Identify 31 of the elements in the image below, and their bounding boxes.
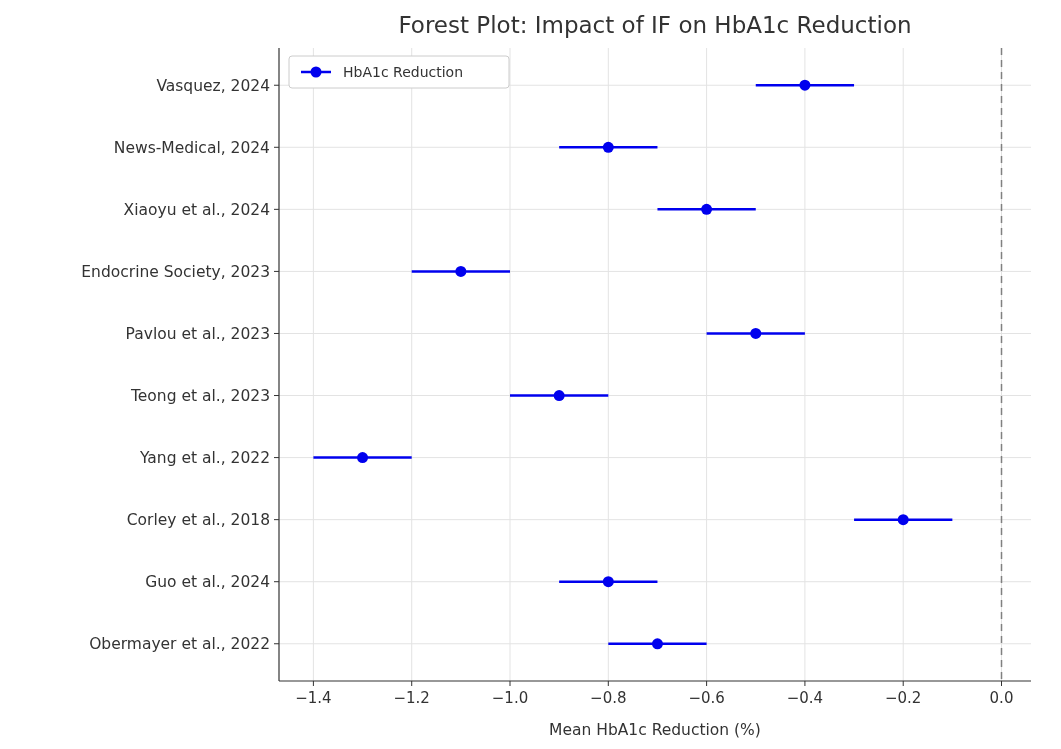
y-tick-label: Xiaoyu et al., 2024	[123, 200, 270, 219]
y-tick-label: Teong et al., 2023	[129, 386, 270, 405]
x-tick-label: −0.8	[590, 689, 627, 707]
y-tick-label: Guo et al., 2024	[145, 573, 270, 592]
point	[455, 265, 467, 277]
x-tick-label: −0.2	[884, 689, 922, 707]
x-tick-label: −1.2	[393, 689, 430, 707]
legend-label: HbA1c Reduction	[343, 63, 464, 80]
point	[701, 203, 713, 215]
point	[651, 638, 663, 650]
x-tick-label: −1.0	[491, 689, 529, 707]
x-tick-label: −0.6	[688, 689, 725, 707]
x-tick-label: 0.0	[989, 689, 1014, 707]
y-tick-label: News-Medical, 2024	[113, 138, 270, 157]
point	[750, 327, 762, 339]
x-tick-label: −0.4	[786, 689, 824, 707]
y-tick-label: Endocrine Society, 2023	[81, 262, 270, 281]
y-tick-label: Yang et al., 2022	[139, 449, 270, 468]
y-tick-label: Obermayer et al., 2022	[89, 635, 270, 654]
y-tick-label: Corley et al., 2018	[126, 511, 270, 530]
x-axis-title: Mean HbA1c Reduction (%)	[549, 721, 761, 739]
chart-title: Forest Plot: Impact of IF on HbA1c Reduction	[398, 12, 912, 38]
point	[357, 452, 369, 464]
point	[799, 79, 811, 91]
point	[553, 390, 565, 402]
y-tick-label: Pavlou et al., 2023	[125, 324, 270, 343]
point	[602, 141, 614, 153]
point	[602, 576, 614, 588]
y-tick-label: Vasquez, 2024	[156, 76, 270, 95]
x-tick-label: −1.4	[295, 689, 332, 707]
point	[897, 514, 909, 526]
